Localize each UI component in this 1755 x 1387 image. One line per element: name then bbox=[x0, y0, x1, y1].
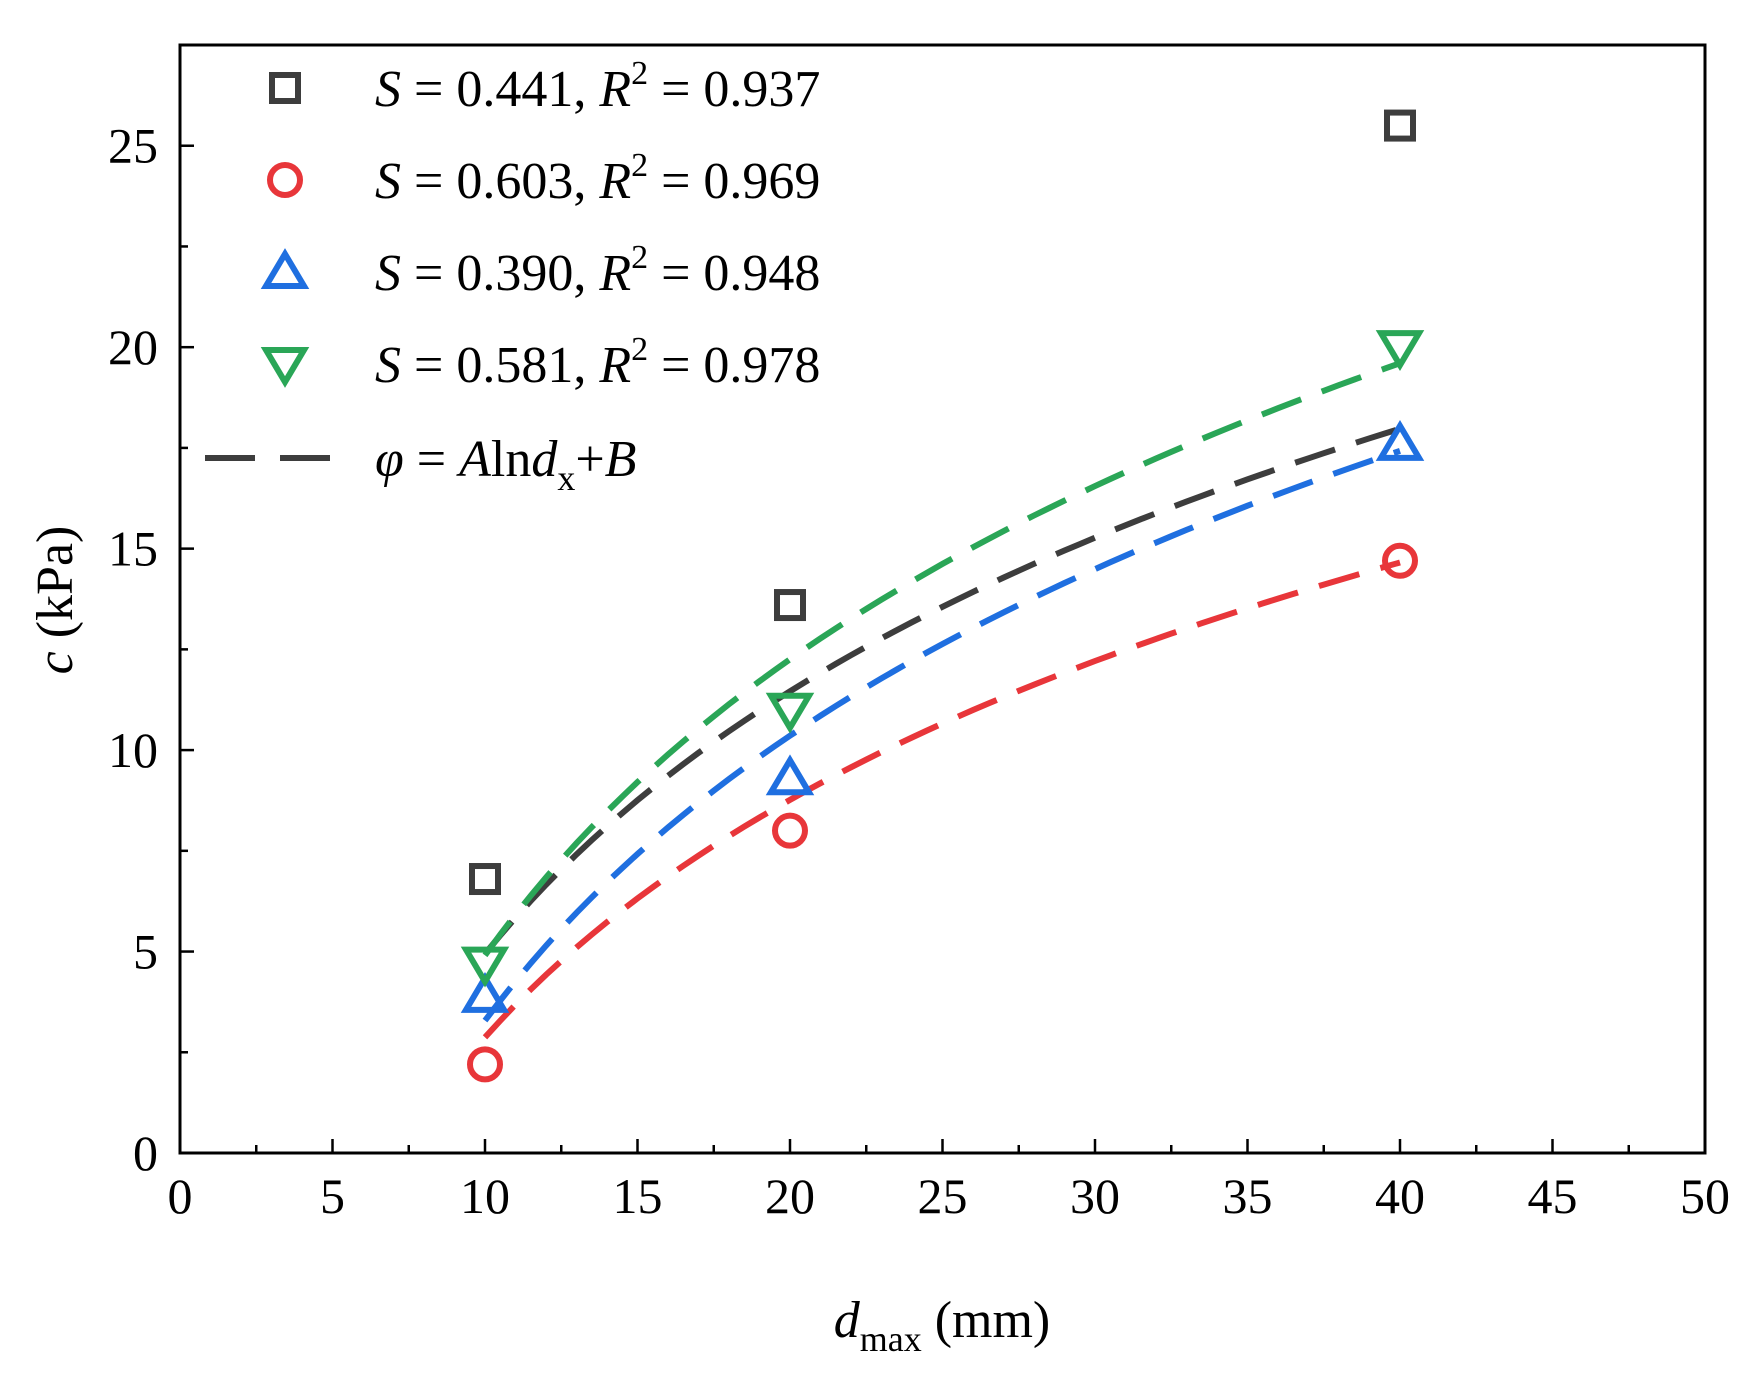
fit-line-series-1 bbox=[482, 425, 1401, 956]
legend-marker-triangle-up-icon bbox=[260, 248, 310, 289]
legend-label-series-3: S = 0.390, R2 = 0.948 bbox=[375, 239, 820, 302]
y-tick-label: 15 bbox=[108, 521, 158, 577]
plot-frame bbox=[178, 43, 1707, 1155]
fit-line-series-3 bbox=[482, 448, 1401, 1023]
legend-marker-triangle-down bbox=[260, 347, 310, 388]
legend-marker-circle bbox=[267, 162, 303, 198]
x-tick-label: 40 bbox=[1375, 1168, 1425, 1224]
fit-line-series-4 bbox=[482, 360, 1402, 958]
data-point-series-3 bbox=[1375, 420, 1425, 461]
y-axis-label: c (kPa) bbox=[27, 526, 84, 675]
data-point-series-2 bbox=[1382, 542, 1418, 579]
x-axis-label: dmax (mm) bbox=[834, 1292, 1051, 1359]
legend-marker-triangle-up bbox=[260, 248, 310, 289]
x-tick-label: 50 bbox=[1680, 1168, 1730, 1224]
legend-label-series-4: S = 0.581, R2 = 0.978 bbox=[375, 331, 820, 394]
legend-marker-circle-icon bbox=[267, 162, 303, 198]
x-tick-label: 35 bbox=[1223, 1168, 1273, 1224]
y-tick-label: 5 bbox=[133, 924, 158, 980]
y-tick-label: 10 bbox=[108, 722, 158, 778]
legend-item-series-4: S = 0.581, R2 = 0.978 bbox=[260, 331, 820, 394]
x-tick-label: 5 bbox=[320, 1168, 345, 1224]
x-tick-label: 25 bbox=[918, 1168, 968, 1224]
y-tick-label: 0 bbox=[133, 1125, 158, 1181]
x-tick-label: 15 bbox=[613, 1168, 663, 1224]
legend-label-series-2: S = 0.603, R2 = 0.969 bbox=[375, 147, 820, 210]
data-markers bbox=[460, 109, 1425, 1083]
data-point-series-3 bbox=[765, 754, 815, 796]
data-point-series-1 bbox=[1384, 109, 1416, 142]
x-tick-label: 30 bbox=[1070, 1168, 1120, 1224]
data-point-series-4 bbox=[460, 946, 510, 988]
data-point-series-2 bbox=[772, 812, 808, 849]
legend-marker-square-icon bbox=[269, 72, 301, 104]
y-tick-label: 20 bbox=[108, 319, 158, 375]
data-point-series-3 bbox=[460, 971, 510, 1013]
data-point-series-1 bbox=[774, 589, 806, 622]
data-point-series-2 bbox=[467, 1046, 503, 1083]
legend-marker-square bbox=[269, 72, 301, 104]
x-tick-label: 0 bbox=[168, 1168, 193, 1224]
fit-line-series-2 bbox=[482, 559, 1401, 1040]
x-tick-label: 10 bbox=[460, 1168, 510, 1224]
legend-item-series-3: S = 0.390, R2 = 0.948 bbox=[260, 239, 820, 302]
data-point-series-4 bbox=[1375, 330, 1425, 372]
legend-label-series-1: S = 0.441, R2 = 0.937 bbox=[375, 55, 820, 118]
axis-ticks: 0 5 10 15 20 25 30 35 40 45 50 0 5 10 15 20 25 bbox=[108, 118, 1730, 1224]
data-point-series-1 bbox=[469, 863, 501, 896]
legend-marker-triangle-down-icon bbox=[260, 347, 310, 388]
x-tick-label: 45 bbox=[1528, 1168, 1578, 1224]
x-tick-label: 20 bbox=[765, 1168, 815, 1224]
legend-label-fit: φ = Alndx+B bbox=[375, 431, 636, 498]
legend-item-fit: φ = Alndx+B bbox=[205, 431, 636, 498]
fit-lines bbox=[482, 360, 1402, 1040]
legend-item-series-1: S = 0.441, R2 = 0.937 bbox=[269, 55, 820, 118]
y-tick-label: 25 bbox=[108, 118, 158, 174]
data-point-series-4 bbox=[765, 692, 815, 734]
legend-item-series-2: S = 0.603, R2 = 0.969 bbox=[267, 147, 820, 210]
legend: S = 0.441, R2 = 0.937 S = 0.603, R2 = 0.… bbox=[205, 55, 820, 498]
